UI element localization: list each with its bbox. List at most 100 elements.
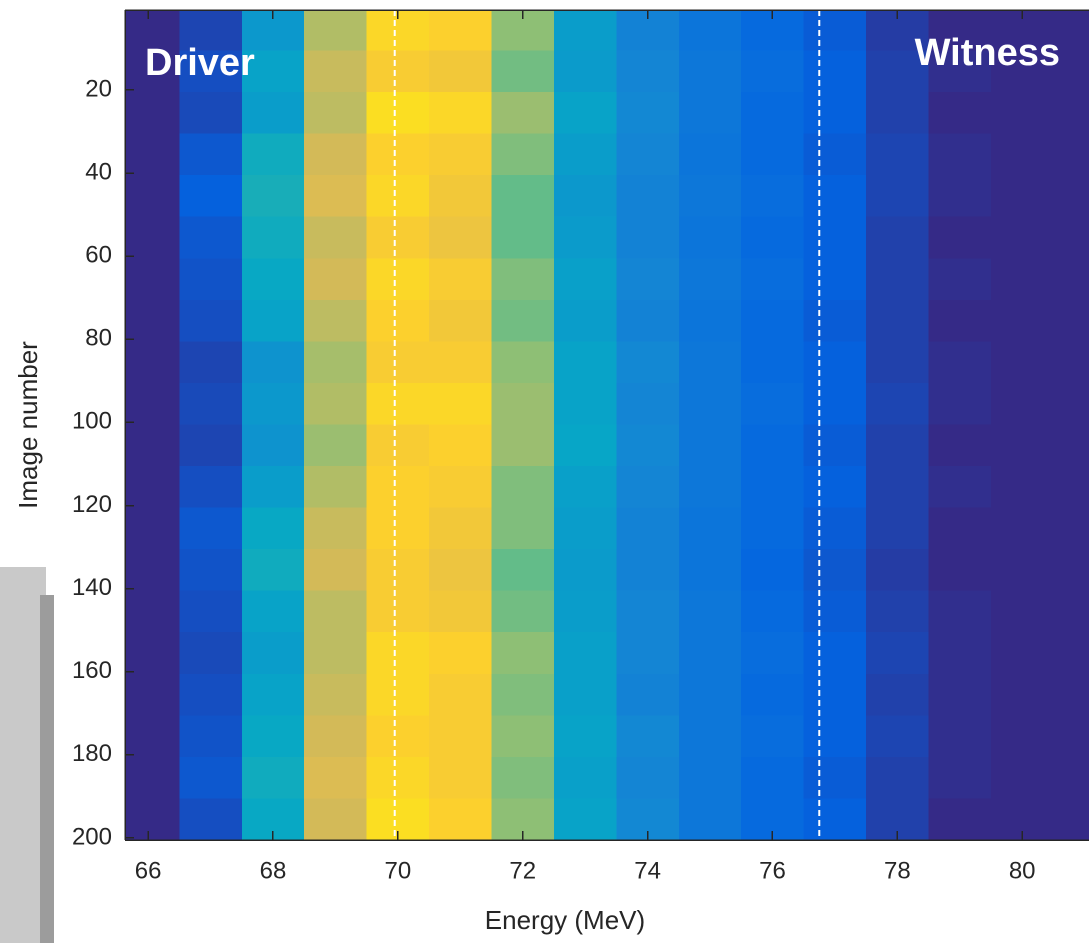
heatmap-cell — [179, 175, 243, 218]
heatmap-cell — [179, 299, 243, 342]
heatmap-cell — [928, 341, 992, 384]
heatmap-cell — [1053, 50, 1089, 93]
heatmap-cell — [553, 50, 617, 93]
heatmap-cell — [1053, 341, 1089, 384]
heatmap-cell — [304, 10, 368, 52]
heatmap-cell — [866, 258, 930, 301]
heatmap-cell — [803, 382, 867, 425]
heatmap-cell — [491, 673, 555, 716]
heatmap-cell — [125, 50, 180, 93]
heatmap-cell — [429, 507, 492, 550]
heatmap-cell — [866, 507, 930, 550]
heatmap-cell — [741, 549, 805, 592]
heatmap-cell — [678, 133, 742, 176]
heatmap-cell — [125, 756, 180, 799]
heatmap-cell — [429, 756, 492, 799]
heatmap-cell — [928, 590, 992, 633]
heatmap-cell — [553, 466, 617, 509]
heatmap-cell — [491, 92, 555, 135]
heatmap-cell — [491, 424, 555, 467]
heatmap-cell — [928, 424, 992, 467]
y-tick-label: 200 — [72, 823, 112, 850]
heatmap-cell — [678, 466, 742, 509]
heatmap-cell — [304, 798, 368, 840]
heatmap-cell — [866, 632, 930, 675]
heatmap-cell — [678, 341, 742, 384]
heatmap-cell — [866, 299, 930, 342]
heatmap-cell — [803, 715, 867, 758]
heatmap-cell — [1053, 133, 1089, 176]
heatmap-cell — [1053, 756, 1089, 799]
heatmap-cell — [491, 50, 555, 93]
heatmap-cell — [429, 10, 492, 52]
heatmap-cell — [179, 92, 243, 135]
heatmap-cell — [678, 673, 742, 716]
heatmap-cell — [616, 299, 680, 342]
heatmap-cell — [179, 590, 243, 633]
heatmap-cell — [1053, 466, 1089, 509]
heatmap-cell — [990, 507, 1054, 550]
heatmap-cell — [928, 798, 992, 840]
heatmap-cell — [616, 632, 680, 675]
heatmap-cell — [366, 756, 430, 799]
heatmap-cell — [304, 133, 368, 176]
heatmap-cell — [990, 299, 1054, 342]
heatmap-cell — [741, 299, 805, 342]
heatmap-cell — [1053, 590, 1089, 633]
heatmap-cell — [1053, 216, 1089, 259]
heatmap-cell — [1053, 258, 1089, 301]
heatmap-cell — [429, 133, 492, 176]
heatmap-cell — [866, 175, 930, 218]
heatmap-cell — [553, 258, 617, 301]
heatmap-cell — [304, 632, 368, 675]
heatmap-cell — [928, 549, 992, 592]
heatmap-cell — [866, 92, 930, 135]
heatmap-cell — [1053, 507, 1089, 550]
heatmap-cell — [928, 299, 992, 342]
heatmap-cell — [741, 466, 805, 509]
heatmap-cell — [553, 299, 617, 342]
heatmap-cell — [429, 549, 492, 592]
heatmap-cell — [553, 507, 617, 550]
heatmap-cell — [803, 632, 867, 675]
heatmap-cell — [678, 424, 742, 467]
heatmap-cell — [803, 756, 867, 799]
heatmap-cell — [241, 341, 305, 384]
heatmap-cell — [1053, 549, 1089, 592]
heatmap-cell — [990, 632, 1054, 675]
heatmap-cell — [366, 507, 430, 550]
heatmap-cell — [678, 798, 742, 840]
y-tick-label: 100 — [72, 408, 112, 435]
heatmap-cell — [366, 299, 430, 342]
heatmap-cell — [678, 175, 742, 218]
heatmap-cell — [928, 673, 992, 716]
heatmap-cell — [241, 632, 305, 675]
heatmap-cell — [990, 133, 1054, 176]
heatmap-cell — [678, 715, 742, 758]
heatmap-cell — [928, 133, 992, 176]
heatmap-cell — [429, 466, 492, 509]
heatmap-cell — [803, 299, 867, 342]
heatmap-cell — [491, 216, 555, 259]
heatmap-cell — [616, 50, 680, 93]
heatmap-cell — [928, 92, 992, 135]
heatmap-cell — [553, 673, 617, 716]
heatmap-cell — [741, 590, 805, 633]
heatmap-cell — [928, 507, 992, 550]
heatmap-cell — [990, 756, 1054, 799]
heatmap-cell — [803, 341, 867, 384]
heatmap-cell — [125, 258, 180, 301]
heatmap-cell — [179, 632, 243, 675]
heatmap-cell — [491, 632, 555, 675]
heatmap-cell — [241, 258, 305, 301]
heatmap-cell — [179, 258, 243, 301]
heatmap-cell — [241, 756, 305, 799]
heatmap-cell — [741, 632, 805, 675]
heatmap-cell — [553, 216, 617, 259]
heatmap-cell — [866, 756, 930, 799]
heatmap-cell — [429, 216, 492, 259]
y-tick-label: 180 — [72, 740, 112, 767]
heatmap-cell — [304, 258, 368, 301]
heatmap-cell — [741, 258, 805, 301]
